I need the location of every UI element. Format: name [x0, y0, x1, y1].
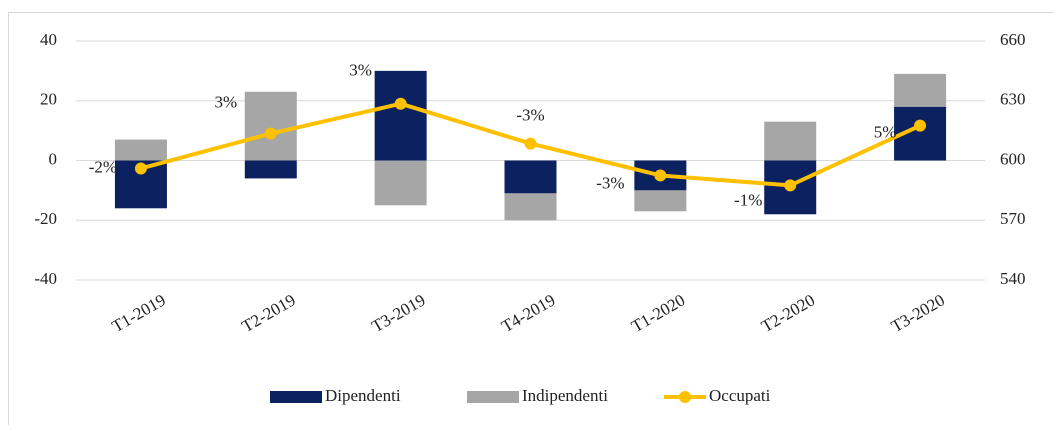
y-tick-label: 40 — [40, 30, 57, 49]
bar — [894, 74, 946, 107]
line-point — [135, 162, 147, 174]
x-tick-label: T3-2020 — [888, 290, 948, 336]
x-tick-label: T2-2020 — [758, 290, 818, 336]
line-point — [265, 128, 277, 140]
bar — [505, 193, 557, 220]
x-tick-label: T2-2019 — [239, 290, 299, 336]
bar — [245, 92, 297, 161]
line-point — [914, 120, 926, 132]
point-label: -1% — [734, 190, 762, 209]
y2-tick-label: 600 — [1000, 149, 1026, 168]
bar — [375, 161, 427, 206]
line-point — [395, 98, 407, 110]
point-label: -3% — [516, 105, 544, 124]
y2-tick-label: 540 — [1000, 269, 1026, 288]
line-point — [784, 179, 796, 191]
bar — [764, 122, 816, 161]
bar — [375, 71, 427, 161]
x-tick-label: T1-2020 — [628, 290, 688, 336]
legend-label: Indipendenti — [522, 386, 608, 405]
legend-swatch — [270, 391, 322, 403]
point-label: -2% — [89, 157, 117, 176]
x-tick-label: T1-2019 — [109, 290, 169, 336]
bar — [115, 140, 167, 161]
legend-label: Dipendenti — [325, 386, 401, 405]
y-tick-label: -40 — [34, 269, 57, 288]
bar — [505, 161, 557, 194]
y-tick-label: 20 — [40, 90, 57, 109]
y2-tick-label: 630 — [1000, 90, 1026, 109]
y-tick-label: 0 — [49, 149, 58, 168]
legend-label: Occupati — [709, 386, 771, 405]
x-tick-label: T4-2019 — [498, 290, 558, 336]
y2-tick-label: 570 — [1000, 209, 1026, 228]
line-point — [525, 138, 537, 150]
line-point — [654, 169, 666, 181]
point-label: 5% — [874, 123, 897, 142]
x-tick-label: T3-2019 — [368, 290, 428, 336]
point-label: 3% — [214, 93, 237, 112]
y-tick-label: -20 — [34, 209, 57, 228]
bar — [634, 190, 686, 211]
bar — [245, 161, 297, 179]
legend-marker — [679, 391, 691, 403]
point-label: 3% — [349, 61, 372, 80]
y2-tick-label: 660 — [1000, 30, 1026, 49]
legend-swatch — [467, 391, 519, 403]
point-label: -3% — [596, 173, 624, 192]
